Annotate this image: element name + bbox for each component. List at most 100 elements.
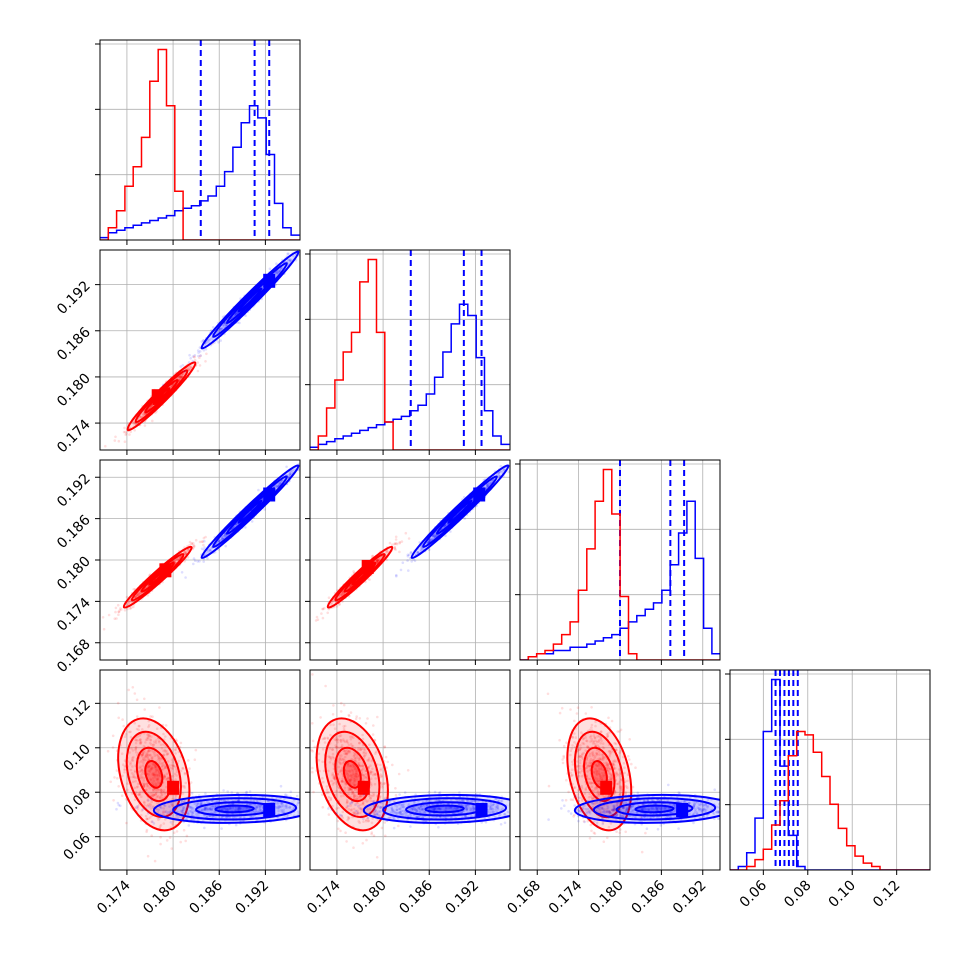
scatter-point: [220, 327, 223, 331]
scatter-point: [376, 559, 379, 562]
scatter-point: [207, 340, 210, 344]
scatter-point: [179, 374, 182, 378]
scatter-point: [120, 608, 123, 611]
scatter-point: [322, 812, 325, 815]
scatter-point: [235, 312, 239, 315]
scatter-point: [198, 356, 201, 360]
scatter-point: [194, 538, 198, 542]
scatter-point: [132, 422, 136, 425]
scatter-point: [135, 593, 139, 597]
scatter-point: [222, 534, 225, 538]
scatter-point: [190, 542, 193, 545]
y-tick-label: 0.174: [54, 595, 94, 635]
scatter-point: [179, 375, 182, 379]
scatter-point: [326, 611, 330, 615]
scatter-point: [518, 456, 521, 459]
scatter-point: [394, 535, 398, 539]
scatter-point: [143, 708, 146, 711]
scatter-point: [217, 341, 220, 344]
scatter-point: [219, 339, 222, 342]
scatter-point: [320, 612, 323, 615]
scatter-point: [106, 749, 110, 753]
scatter-point: [303, 244, 306, 247]
scatter-point: [223, 534, 226, 538]
scatter-point: [207, 338, 211, 342]
scatter-point: [327, 596, 331, 599]
scatter-point: [211, 326, 215, 329]
scatter-point: [148, 805, 151, 808]
scatter-point: [183, 370, 186, 373]
scatter-point: [219, 327, 222, 331]
scatter-point: [234, 523, 237, 527]
scatter-point: [518, 453, 521, 456]
scatter-point: [220, 538, 223, 542]
y-tick-label: 0.180: [54, 554, 94, 594]
y-tick-label: 0.192: [54, 471, 94, 511]
scatter-point: [314, 619, 318, 622]
scatter-point: [189, 357, 192, 360]
scatter-point: [225, 323, 228, 327]
scatter-point: [301, 251, 304, 254]
scatter-point: [224, 532, 227, 536]
scatter-point: [181, 364, 185, 367]
scatter-point: [181, 372, 185, 376]
scatter-point: [135, 594, 139, 598]
panel-frame: [309, 249, 511, 451]
scatter-point: [224, 533, 227, 536]
scatter-point: [377, 558, 380, 561]
scatter-point: [119, 804, 122, 808]
scatter-point: [309, 453, 312, 456]
scatter-point: [224, 534, 227, 537]
scatter-point: [338, 595, 341, 598]
scatter-point: [401, 561, 405, 564]
y-tick-label: 0.180: [54, 370, 94, 410]
scatter-point: [141, 808, 145, 811]
peak-marker-red: [361, 559, 374, 574]
scatter-point: [137, 417, 140, 421]
scatter-point: [159, 842, 162, 846]
scatter-point: [142, 413, 145, 417]
scatter-point: [222, 324, 225, 327]
scatter-point: [109, 780, 112, 784]
scatter-point: [303, 247, 306, 250]
scatter-point: [197, 351, 200, 354]
scatter-point: [183, 560, 186, 563]
scatter-point: [124, 430, 127, 434]
scatter-content: [101, 453, 312, 631]
scatter-point: [122, 724, 125, 728]
scatter-point: [288, 473, 292, 477]
scatter-point: [204, 535, 207, 539]
scatter-point: [175, 830, 179, 833]
scatter-point: [330, 603, 334, 606]
scatter-point: [126, 607, 129, 611]
scatter-point: [275, 485, 278, 488]
scatter-point: [170, 847, 173, 850]
histogram-red: [310, 258, 510, 450]
scatter-point: [288, 471, 291, 474]
scatter-point: [200, 540, 204, 543]
scatter-point: [393, 546, 396, 550]
contour-blue: [410, 464, 510, 560]
scatter-point: [275, 270, 279, 274]
scatter-point: [218, 540, 221, 543]
scatter-point: [281, 479, 284, 483]
scatter-point: [209, 548, 212, 552]
scatter-point: [124, 433, 127, 437]
scatter-point: [206, 338, 210, 342]
scatter-point: [244, 314, 247, 318]
contour-blue: [200, 464, 300, 560]
panel-frame: [99, 249, 301, 451]
scatter-point: [120, 794, 124, 797]
scatter-point: [222, 323, 226, 327]
scatter-point: [234, 823, 238, 827]
scatter-point: [463, 517, 467, 520]
scatter-point: [289, 258, 292, 261]
scatter-point: [315, 615, 319, 619]
scatter-point: [186, 549, 189, 553]
scatter-point: [292, 468, 295, 472]
scatter-point: [129, 606, 133, 609]
scatter-point: [201, 540, 205, 543]
scatter-point: [179, 840, 182, 844]
scatter-point: [291, 469, 294, 473]
scatter-point: [340, 593, 344, 596]
